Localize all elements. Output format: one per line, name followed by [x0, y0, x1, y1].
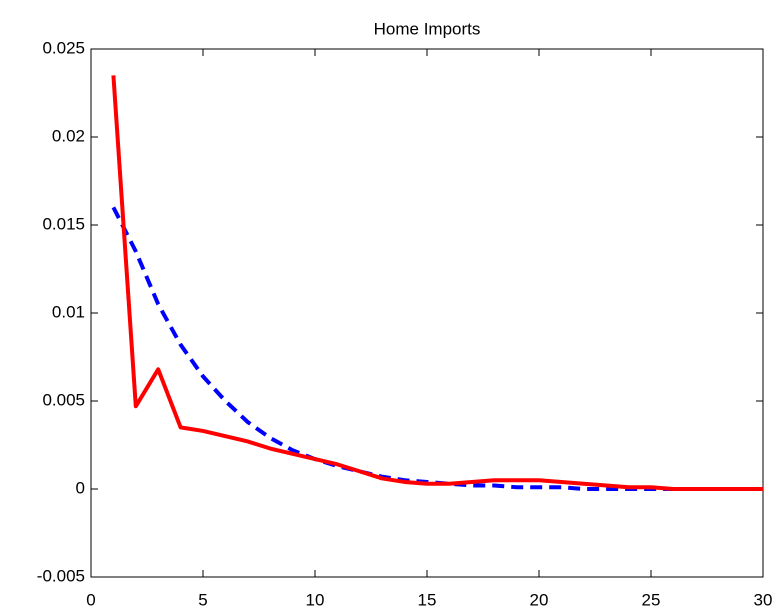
y-tick-label: -0.005	[37, 566, 85, 585]
series-line	[111, 75, 763, 491]
series-line	[111, 206, 763, 491]
x-tick-label: 30	[754, 590, 773, 609]
y-tick-label: 0.02	[52, 126, 85, 145]
x-tick-label: 5	[198, 590, 207, 609]
x-tick-label: 10	[306, 590, 325, 609]
y-tick-label: 0.025	[42, 38, 85, 57]
x-tick-label: 25	[642, 590, 661, 609]
plot-frame	[90, 48, 764, 578]
chart-title: Home Imports	[374, 19, 481, 38]
y-tick-label: 0.015	[42, 214, 85, 233]
x-tick-label: 15	[418, 590, 437, 609]
y-tick-label: 0	[76, 478, 85, 497]
y-tick-label: 0.005	[42, 390, 85, 409]
y-tick-label: 0.01	[52, 302, 85, 321]
x-tick-label: 0	[86, 590, 95, 609]
x-tick-label: 20	[530, 590, 549, 609]
